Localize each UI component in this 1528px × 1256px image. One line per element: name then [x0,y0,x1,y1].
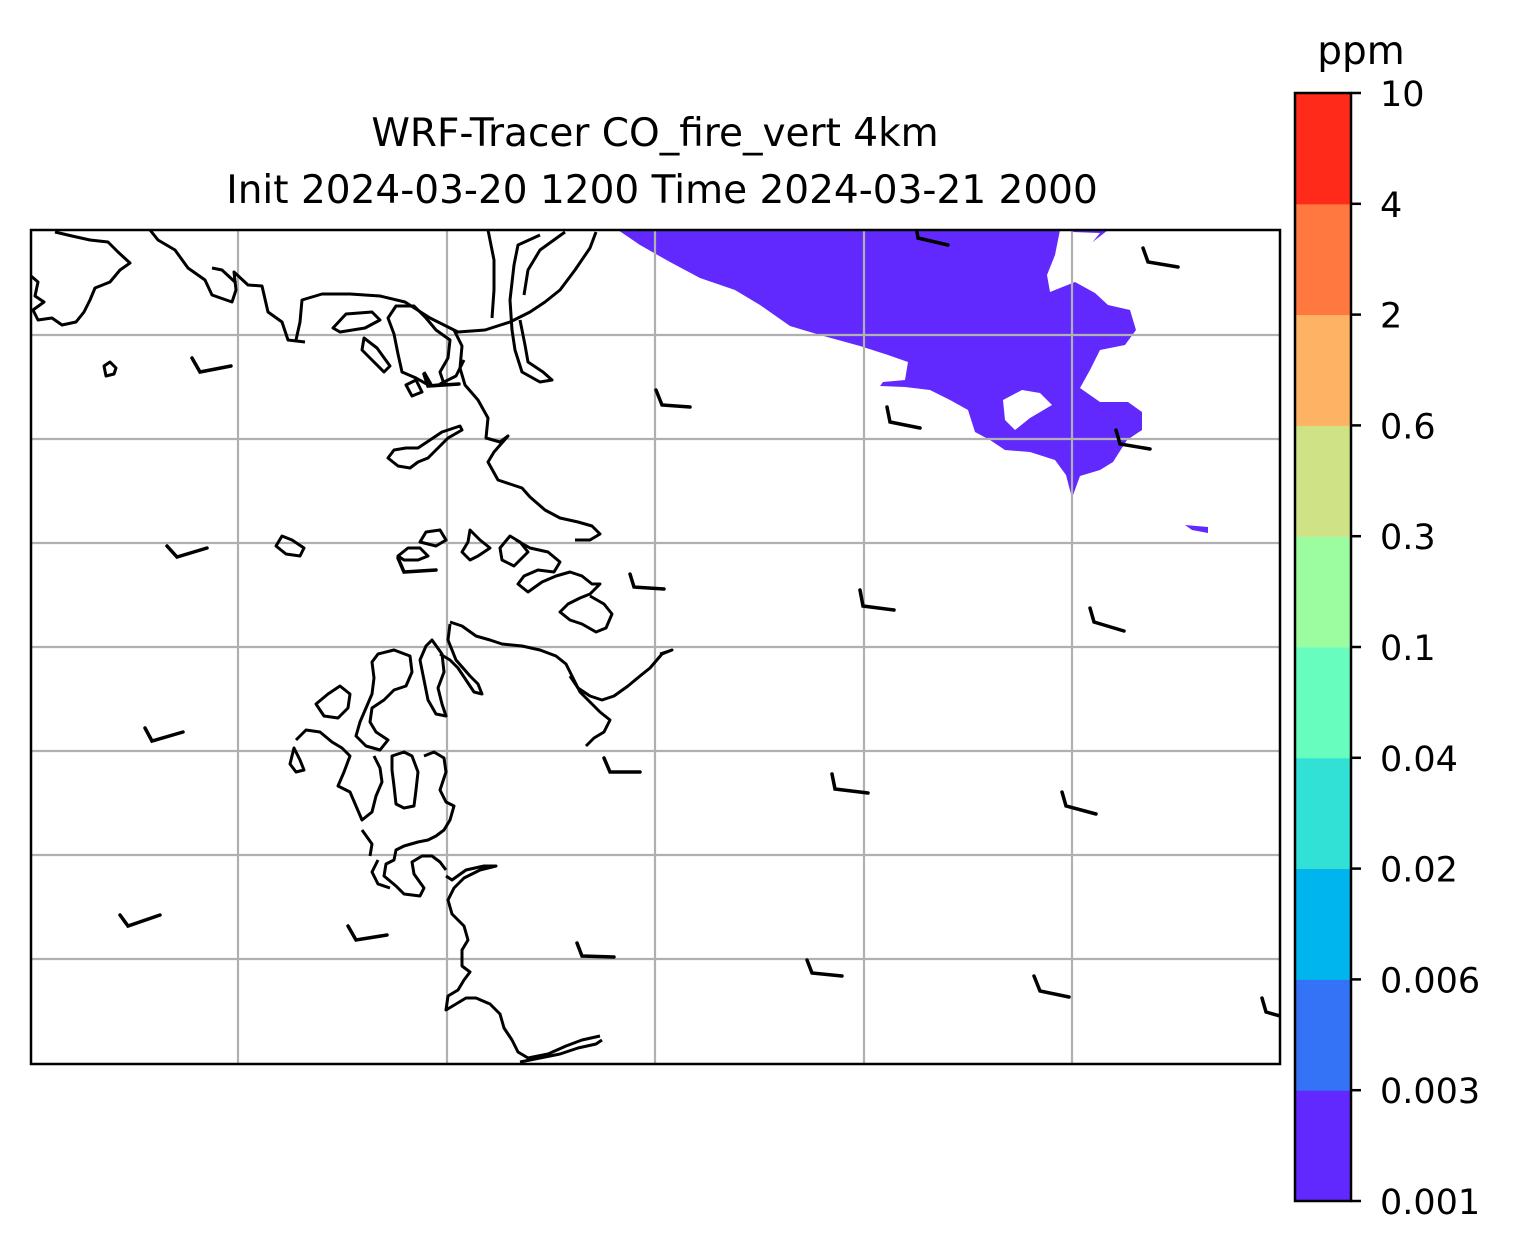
wind-barb [1141,246,1180,269]
colorbar-tick-label: 0.006 [1380,961,1480,1001]
colorbar-segment [1295,314,1351,426]
wind-barb [1088,606,1126,633]
wind-barb [118,913,162,929]
wind-barb [575,941,616,959]
wind-barb [165,544,209,559]
colorbar-segment [1295,425,1351,537]
map-title-line2: Init 2024-03-20 1200 Time 2024-03-21 200… [226,168,1098,213]
wind-barb [1032,974,1071,999]
coastlines [31,230,674,1064]
map-title-line1: WRF-Tracer CO_fire_vert 4km [371,111,938,156]
wind-barb [1260,996,1280,1018]
colorbar-segment [1295,203,1351,316]
map-frame [29,228,1282,1066]
wind-barb [1060,790,1098,816]
plume-hole [1003,232,1100,430]
wind-barb [1114,428,1152,451]
colorbar-segment [1295,868,1351,980]
colorbar-unit-label: ppm [1317,29,1405,74]
colorbar-tick-label: 0.003 [1380,1072,1480,1112]
colorbar-segment [1295,979,1351,1091]
map-panel [29,228,1282,1066]
wind-barb [885,405,922,430]
wind-barb [628,572,666,591]
wind-barb [915,230,950,247]
colorbar-segment [1295,757,1351,870]
wind-barb [143,726,185,744]
co-plume [618,230,1142,498]
colorbar-tick-label: 0.3 [1380,518,1436,558]
colorbar-tick-label: 0.02 [1380,851,1458,891]
wind-barb [830,772,870,795]
colorbar-segment [1295,93,1351,205]
wind-barb [396,556,438,574]
colorbar-tick-label: 0.1 [1380,629,1436,669]
colorbar-segment [1295,1090,1351,1202]
colorbar-tick-label: 0.6 [1380,407,1436,447]
wind-barbs [118,230,1280,1018]
wind-barb [346,924,389,942]
colorbar-tick-label: 0.001 [1380,1183,1480,1223]
colorbar-segment [1295,536,1351,648]
wind-barb [654,388,692,409]
wind-barb [858,588,896,612]
wind-barb [422,372,461,388]
colorbar-tick-label: 0.04 [1380,740,1458,780]
colorbar: 0.001 0.003 0.006 0.02 0.04 0.1 0.3 0.6 2 4 10 ppm [1293,29,1480,1223]
wind-barb [805,958,844,978]
wind-barb [602,756,642,774]
wind-barb [190,356,233,374]
co-plume-fragment [1185,525,1208,533]
colorbar-segment [1295,647,1351,759]
colorbar-tick-label: 2 [1380,297,1402,337]
colorbar-tick-label: 4 [1380,186,1402,226]
colorbar-tick-label: 10 [1380,75,1425,115]
gridlines [31,230,1280,1064]
